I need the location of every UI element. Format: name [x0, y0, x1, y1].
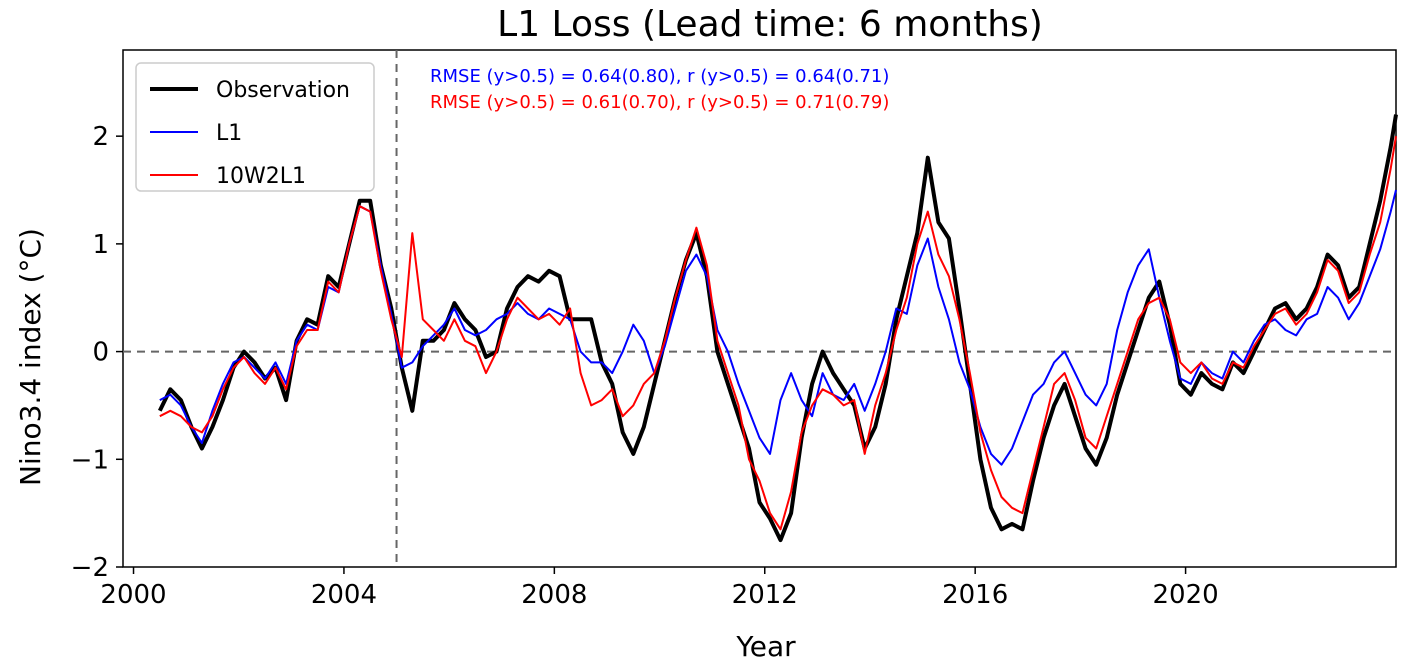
legend-label: 10W2L1: [216, 164, 306, 189]
x-tick-label: 2004: [311, 580, 377, 610]
plot-frame: [122, 49, 1397, 568]
reference-lines: [123, 50, 1396, 567]
series-line-10w2l1: [159, 136, 1397, 531]
chart-title: L1 Loss (Lead time: 6 months): [497, 4, 1043, 45]
x-tick-label: 2008: [521, 580, 587, 610]
legend-label: Observation: [216, 78, 350, 103]
y-tick-label: 2: [92, 122, 109, 152]
axis-ticks: 2000 2004 2008 2012 2016 2020 −2 −1 0 1 2: [71, 122, 1219, 610]
x-tick-label: 2012: [732, 580, 798, 610]
series-line-observation: [158, 114, 1398, 543]
annotation-l1: RMSE (y>0.5) = 0.64(0.80), r (y>0.5) = 0…: [430, 66, 889, 87]
y-axis-label: Nino3.4 index (°C): [14, 228, 47, 486]
x-tick-label: 2000: [100, 580, 166, 610]
plot-area: 2000 2004 2008 2012 2016 2020 −2 −1 0 1 2: [71, 49, 1398, 610]
y-tick-label: 1: [92, 230, 109, 260]
y-tick-label: 0: [92, 338, 109, 368]
legend: Observation L1 10W2L1: [135, 62, 375, 192]
x-tick-label: 2020: [1153, 580, 1219, 610]
legend-box: [135, 62, 375, 192]
annotation-10w2l1: RMSE (y>0.5) = 0.61(0.70), r (y>0.5) = 0…: [430, 92, 889, 113]
x-axis-label: Year: [735, 630, 796, 663]
y-tick-label: −1: [71, 445, 109, 475]
series-layer: [158, 114, 1398, 543]
x-tick-label: 2016: [942, 580, 1008, 610]
series-line-l1: [159, 189, 1397, 466]
legend-items: Observation L1 10W2L1: [150, 78, 350, 189]
legend-label: L1: [216, 121, 242, 146]
y-tick-label: −2: [71, 553, 109, 583]
